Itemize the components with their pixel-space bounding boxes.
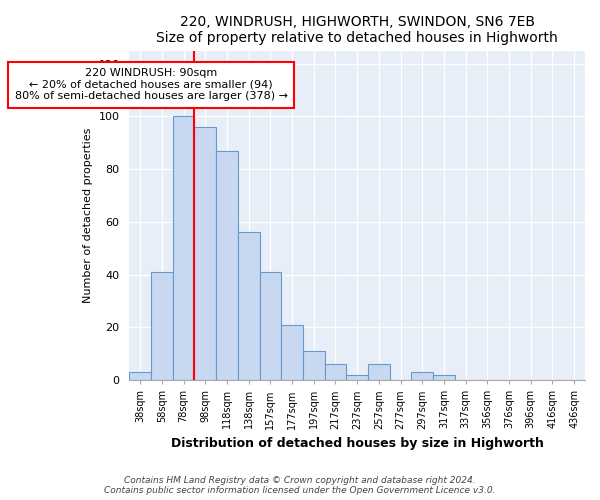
Bar — [260, 272, 281, 380]
Bar — [281, 325, 303, 380]
Bar — [325, 364, 346, 380]
Bar — [130, 372, 151, 380]
Bar — [346, 375, 368, 380]
X-axis label: Distribution of detached houses by size in Highworth: Distribution of detached houses by size … — [171, 437, 544, 450]
Text: 220 WINDRUSH: 90sqm
← 20% of detached houses are smaller (94)
80% of semi-detach: 220 WINDRUSH: 90sqm ← 20% of detached ho… — [14, 68, 287, 102]
Bar — [151, 272, 173, 380]
Bar — [433, 375, 455, 380]
Bar — [412, 372, 433, 380]
Bar — [303, 351, 325, 380]
Text: Contains HM Land Registry data © Crown copyright and database right 2024.
Contai: Contains HM Land Registry data © Crown c… — [104, 476, 496, 495]
Bar — [173, 116, 194, 380]
Bar — [238, 232, 260, 380]
Title: 220, WINDRUSH, HIGHWORTH, SWINDON, SN6 7EB
Size of property relative to detached: 220, WINDRUSH, HIGHWORTH, SWINDON, SN6 7… — [157, 15, 558, 45]
Bar — [194, 127, 216, 380]
Y-axis label: Number of detached properties: Number of detached properties — [83, 128, 93, 303]
Bar — [216, 150, 238, 380]
Bar — [368, 364, 390, 380]
